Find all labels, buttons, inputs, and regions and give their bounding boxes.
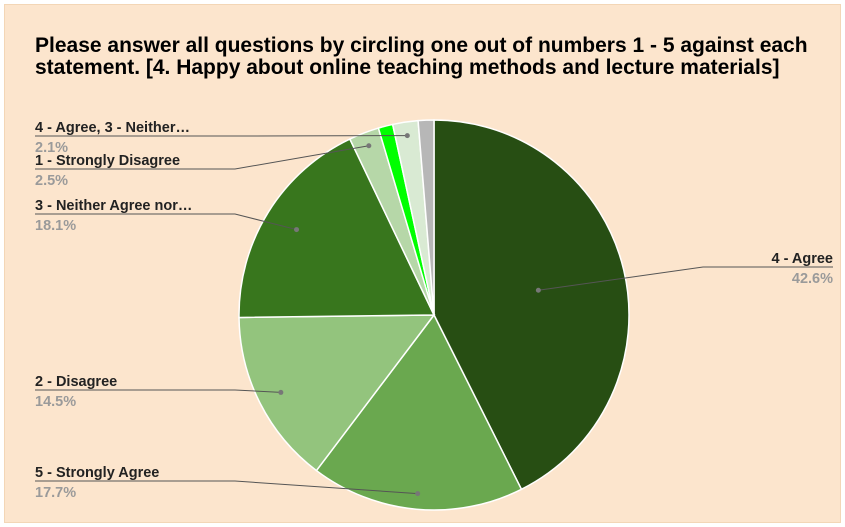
pie-slice-0 [433, 119, 630, 491]
slice-label-6: 4 - Agree, 3 - Neither… [35, 120, 190, 136]
slice-percent-2: 14.5% [35, 394, 76, 410]
leader-dot-1 [415, 491, 421, 497]
leader-line-2 [35, 389, 281, 393]
pie-slice-2 [238, 314, 436, 472]
leader-dot-6 [404, 133, 410, 139]
pie-slice-3 [238, 138, 436, 319]
pie-slice-1 [315, 313, 523, 511]
leader-line-4 [35, 145, 369, 170]
slice-percent-4: 2.5% [35, 173, 68, 189]
slice-label-4: 1 - Strongly Disagree [35, 153, 180, 169]
leader-line-3 [35, 213, 297, 231]
slice-label-0: 4 - Agree [771, 251, 833, 267]
leader-dot-4 [366, 143, 372, 149]
leader-line-1 [35, 480, 418, 495]
leader-dot-3 [294, 227, 300, 233]
pie-chart: 4 - Agree 42.6% 5 - Strongly Agree 17.7% 2 -… [35, 119, 833, 511]
chart-title: Please answer all questions by circling … [35, 34, 808, 79]
slice-percent-3: 18.1% [35, 218, 76, 234]
slice-percent-1: 17.7% [35, 485, 76, 501]
leader-dot-2 [278, 389, 284, 395]
slice-label-1: 5 - Strongly Agree [35, 465, 159, 481]
slice-label-3: 3 - Neither Agree nor… [35, 198, 192, 214]
slice-percent-0: 42.6% [792, 271, 833, 287]
slice-label-2: 2 - Disagree [35, 374, 117, 390]
slice-percent-6: 2.1% [35, 140, 68, 156]
pie-slice-7 [417, 119, 435, 316]
chart-card: Please answer all questions by circling … [4, 4, 841, 523]
leader-dot-0 [535, 287, 541, 293]
leader-line-0 [538, 266, 833, 291]
